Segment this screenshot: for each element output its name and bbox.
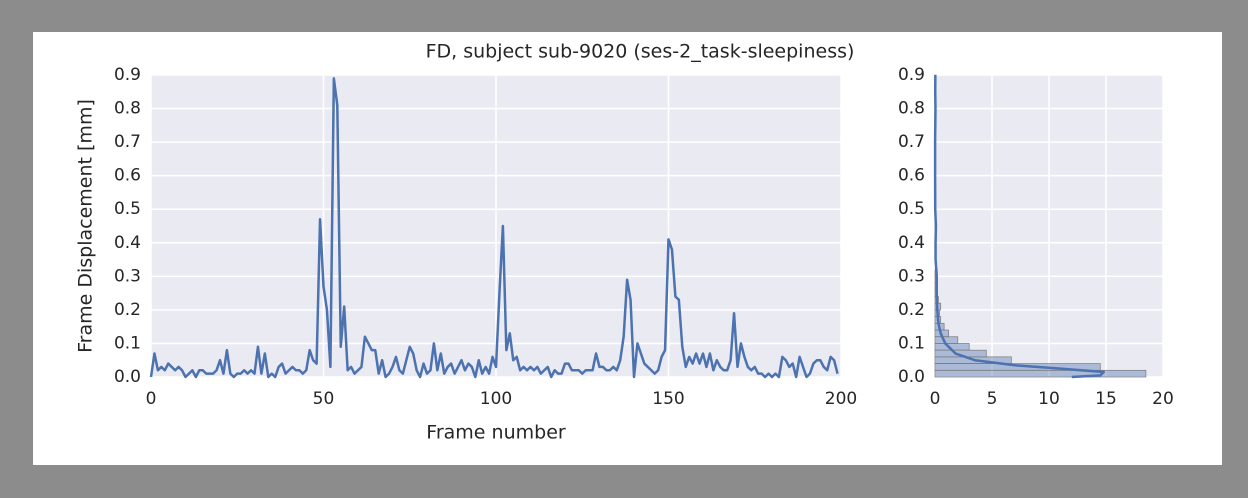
chart-title: FD, subject sub-9020 (ses-2_task-sleepin…	[426, 41, 855, 63]
x-tick-label: 0	[930, 389, 941, 409]
y-tick-label: 0.7	[114, 132, 141, 152]
y-tick-label: 0.3	[898, 266, 925, 286]
y-tick-label: 0.7	[898, 132, 925, 152]
y-tick-label: 0.5	[898, 199, 925, 219]
x-axis-label: Frame number	[426, 422, 566, 444]
y-axis-label: Frame Displacement [mm]	[75, 99, 97, 353]
kde-line	[933, 74, 1105, 379]
y-tick-label: 0.0	[898, 367, 925, 387]
y-tick-label: 0.5	[114, 199, 141, 219]
data-line	[149, 77, 839, 379]
x-tick-label: 0	[146, 389, 157, 409]
hist-bar	[934, 363, 1101, 371]
y-tick-label: 0.6	[898, 166, 925, 186]
x-tick-label: 20	[1152, 389, 1174, 409]
x-tick-label: 50	[313, 389, 335, 409]
y-tick-label: 0.6	[114, 166, 141, 186]
x-tick-label: 10	[1038, 389, 1060, 409]
x-tick-label: 150	[652, 389, 684, 409]
y-tick-label: 0.2	[898, 300, 925, 320]
y-tick-label: 0.0	[114, 367, 141, 387]
y-tick-label: 0.3	[114, 266, 141, 286]
hist-bar	[934, 369, 1147, 378]
y-tick-label: 0.1	[114, 333, 141, 353]
y-tick-label: 0.8	[114, 99, 141, 119]
y-tick-label: 0.2	[114, 300, 141, 320]
y-tick-label: 0.4	[114, 233, 141, 253]
y-tick-label: 0.9	[114, 65, 141, 85]
x-tick-label: 15	[1095, 389, 1117, 409]
y-tick-label: 0.1	[898, 333, 925, 353]
y-tick-label: 0.4	[898, 233, 925, 253]
x-tick-label: 200	[825, 389, 857, 409]
hist-bar	[934, 336, 959, 344]
x-tick-label: 5	[987, 389, 998, 409]
x-tick-label: 100	[480, 389, 512, 409]
y-tick-label: 0.8	[898, 99, 925, 119]
y-tick-label: 0.9	[898, 65, 925, 85]
